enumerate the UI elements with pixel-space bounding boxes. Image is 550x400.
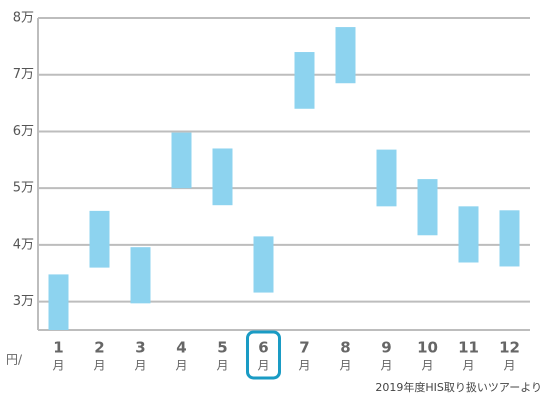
- x-unit-label: 月: [175, 359, 187, 373]
- y-tick-label: 5万: [13, 181, 34, 196]
- bar: [294, 52, 315, 109]
- bar: [89, 210, 110, 268]
- x-tick-label: 1: [53, 339, 63, 357]
- x-tick-label: 5: [217, 339, 227, 357]
- x-tick-label: 10: [417, 339, 438, 357]
- x-unit-label: 月: [52, 359, 64, 373]
- y-tick-label: 4万: [13, 237, 34, 252]
- bar: [376, 149, 397, 207]
- bar: [212, 148, 233, 206]
- x-unit-label: 月: [298, 359, 310, 373]
- y-tick-label: 7万: [13, 67, 34, 82]
- x-tick-label: 8: [340, 339, 350, 357]
- x-unit-label: 月: [134, 359, 146, 373]
- x-tick-label: 12: [499, 339, 520, 357]
- x-unit-label: 月: [462, 359, 474, 373]
- bar: [458, 206, 479, 263]
- x-tick-label: 4: [176, 339, 186, 357]
- y-tick-label: 8万: [13, 11, 34, 26]
- x-tick-label: 9: [381, 339, 391, 357]
- source-note: 2019年度HIS取り扱いツアーより: [375, 380, 542, 394]
- y-tick-label: 6万: [13, 124, 34, 139]
- highlight-box: [246, 330, 281, 380]
- x-unit-label: 月: [503, 359, 515, 373]
- x-unit-label: 月: [421, 359, 433, 373]
- bar: [48, 274, 69, 330]
- y-tick-label: 3万: [13, 294, 34, 309]
- bar: [253, 236, 274, 293]
- x-unit-label: 月: [257, 359, 269, 373]
- bar: [417, 179, 438, 236]
- y-unit-label: 円/: [6, 353, 23, 367]
- x-tick-label: 3: [135, 339, 145, 357]
- x-tick-label: 6: [258, 339, 268, 357]
- x-tick-label: 7: [299, 339, 309, 357]
- x-unit-label: 月: [339, 359, 351, 373]
- bar: [499, 210, 520, 267]
- x-unit-label: 月: [93, 359, 105, 373]
- bar: [171, 132, 192, 189]
- bar: [335, 27, 356, 84]
- bar: [130, 247, 151, 304]
- x-unit-label: 月: [216, 359, 228, 373]
- x-unit-label: 月: [380, 359, 392, 373]
- x-tick-label: 2: [94, 339, 104, 357]
- x-tick-label: 11: [458, 339, 479, 357]
